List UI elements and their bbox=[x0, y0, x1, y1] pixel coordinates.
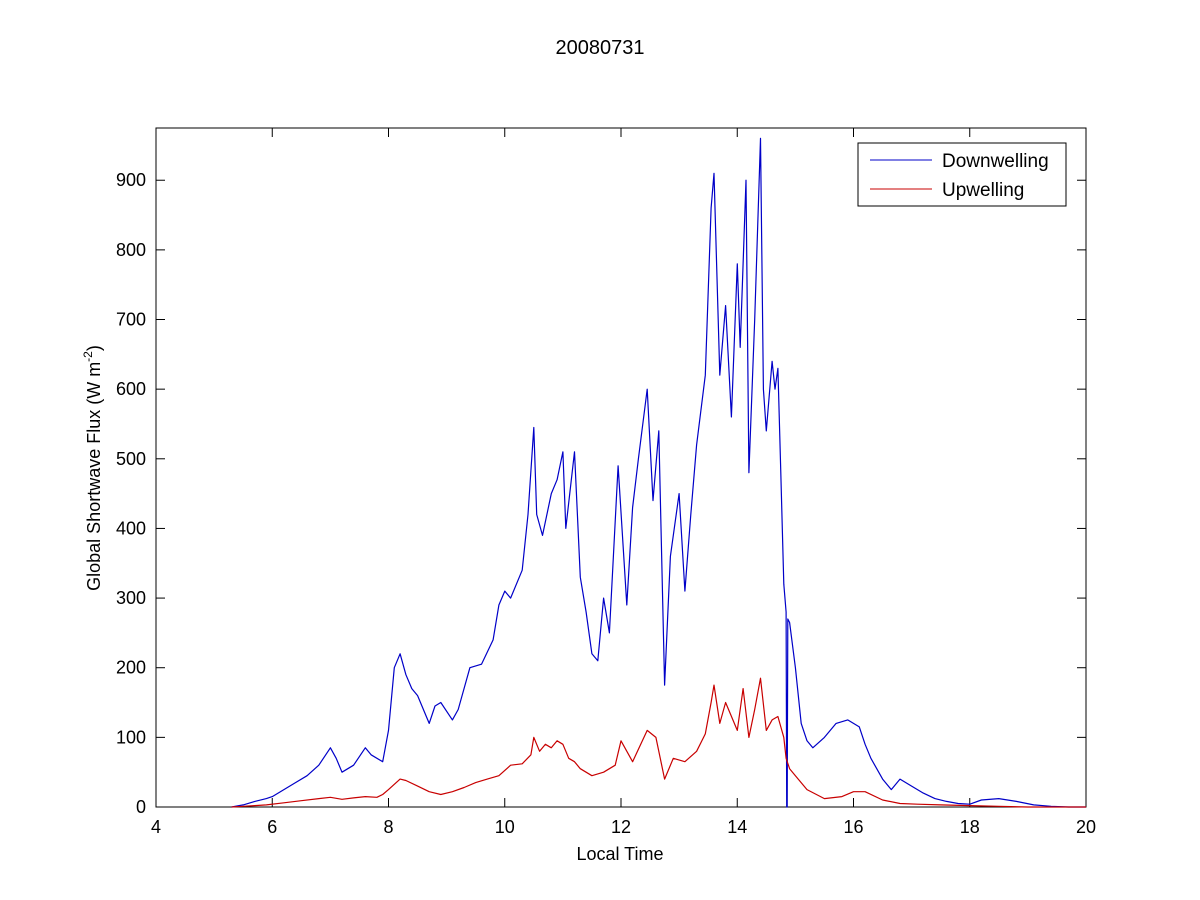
x-tick-label: 6 bbox=[267, 817, 277, 837]
y-tick-label: 600 bbox=[116, 379, 146, 399]
y-tick-label: 500 bbox=[116, 449, 146, 469]
legend-label-upwelling: Upwelling bbox=[942, 180, 1024, 201]
series-line-upwelling bbox=[231, 677, 1086, 808]
y-axis: 0 100 200 300 400 500 600 700 800 900 bbox=[116, 170, 1086, 817]
y-axis-label: Global Shortwave Flux (W m-2) bbox=[81, 345, 104, 591]
x-tick-label: 10 bbox=[495, 817, 515, 837]
y-tick-label: 100 bbox=[116, 727, 146, 747]
y-axis-label-superscript: -2 bbox=[81, 351, 95, 362]
y-axis-label-close: ) bbox=[84, 345, 104, 351]
x-tick-label: 20 bbox=[1076, 817, 1096, 837]
y-tick-label: 400 bbox=[116, 518, 146, 538]
y-tick-label: 700 bbox=[116, 310, 146, 330]
legend-label-downwelling: Downwelling bbox=[942, 151, 1049, 172]
series-line-downwelling bbox=[231, 137, 1086, 808]
legend-box bbox=[857, 142, 1067, 207]
x-tick-label: 14 bbox=[727, 817, 747, 837]
y-tick-label: 800 bbox=[116, 240, 146, 260]
x-axis: 4 6 8 10 12 14 16 18 20 bbox=[151, 128, 1096, 837]
x-tick-label: 16 bbox=[843, 817, 863, 837]
x-tick-label: 12 bbox=[611, 817, 631, 837]
series-lines bbox=[231, 137, 1086, 808]
x-tick-label: 4 bbox=[151, 817, 161, 837]
y-axis-label-main: Global Shortwave Flux (W m bbox=[84, 362, 104, 591]
x-axis-label: Local Time bbox=[576, 844, 663, 864]
y-tick-label: 300 bbox=[116, 588, 146, 608]
plot-area bbox=[155, 127, 1087, 808]
x-tick-label: 18 bbox=[960, 817, 980, 837]
x-tick-label: 8 bbox=[383, 817, 393, 837]
legend: Downwelling Upwelling bbox=[857, 142, 1067, 207]
y-tick-label: 900 bbox=[116, 170, 146, 190]
chart-title: 20080731 bbox=[556, 37, 645, 59]
y-tick-label: 200 bbox=[116, 658, 146, 678]
y-tick-label: 0 bbox=[136, 797, 146, 817]
